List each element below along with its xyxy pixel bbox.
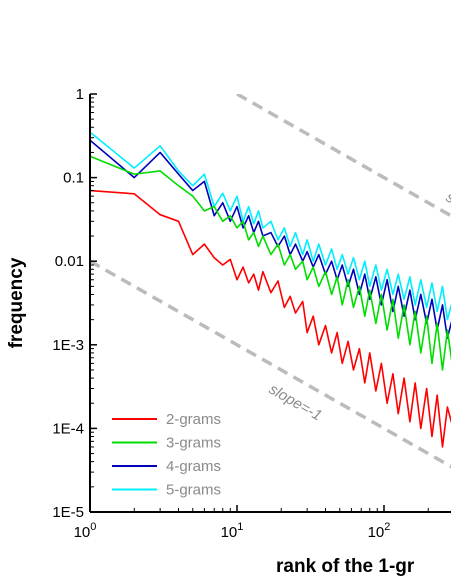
y-tick-label: 1E-4: [52, 420, 84, 437]
series-line-2-grams: [90, 189, 451, 448]
x-tick-label: 102: [368, 521, 391, 541]
series-line-4-grams: [90, 139, 451, 339]
x-tick-label: 101: [221, 521, 244, 541]
y-tick-label: 0.1: [63, 170, 84, 187]
legend-label-3-grams: 3-grams: [166, 435, 221, 452]
legend-label-4-grams: 4-grams: [166, 458, 221, 475]
y-axis-title: frequency: [6, 257, 27, 348]
series-lines: [90, 131, 451, 448]
y-tick-label: 1: [76, 86, 84, 103]
legend-label-2-grams: 2-grams: [166, 411, 221, 428]
reference-line-2: [236, 94, 451, 218]
x-axis-title: rank of the 1-gr: [276, 556, 415, 577]
series-line-3-grams: [90, 155, 451, 371]
y-tick-label: 1E-5: [52, 504, 84, 521]
axes: [89, 94, 451, 513]
series-line-5-grams: [90, 131, 451, 321]
slope-annotation-truncated: s: [443, 189, 451, 208]
legend-label-5-grams: 5-grams: [166, 482, 221, 499]
y-tick-label: 0.01: [55, 253, 84, 270]
x-tick-label: 100: [74, 521, 97, 541]
legend: 2-grams 3-grams 4-grams 5-grams: [112, 411, 221, 499]
y-tick-label: 1E-3: [52, 337, 84, 354]
reference-lines: [90, 94, 451, 469]
slope-annotation: slope=-1: [266, 381, 325, 425]
